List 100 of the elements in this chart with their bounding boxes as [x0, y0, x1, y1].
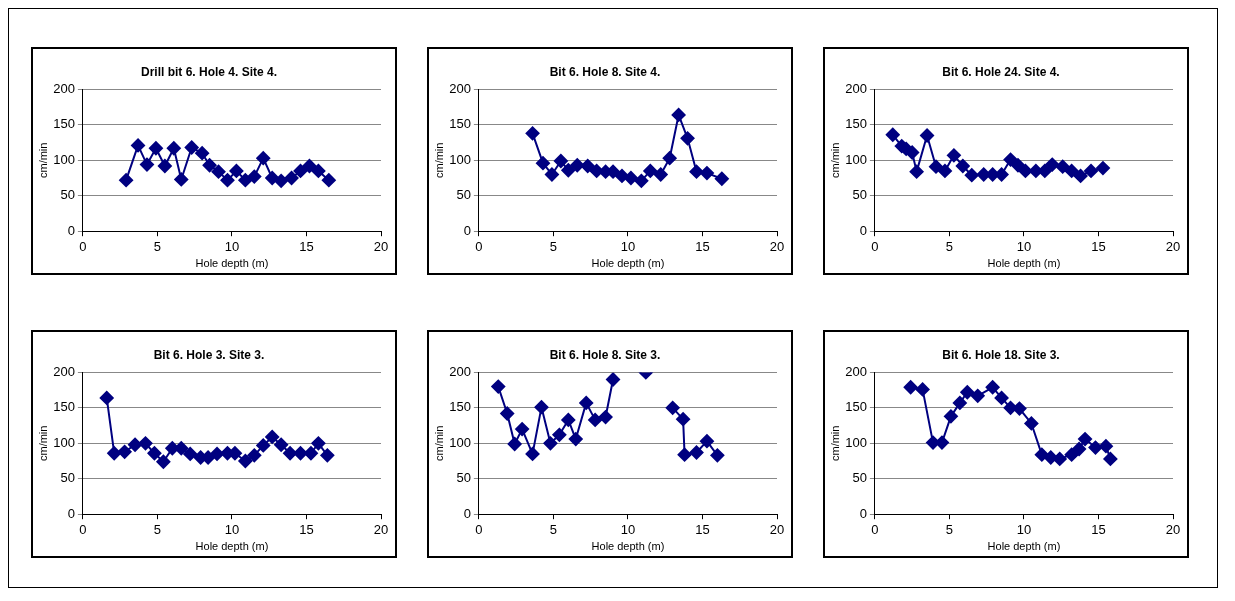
point — [903, 380, 918, 395]
x-tick-label: 15 — [695, 521, 710, 537]
point — [946, 148, 961, 163]
x-tick-label: 5 — [549, 521, 558, 537]
y-axis-title: cm/min — [36, 425, 49, 462]
x-axis-title: Hole depth (m) — [591, 257, 665, 270]
point — [1064, 447, 1079, 462]
x-tick-label: 5 — [945, 238, 954, 254]
point — [283, 446, 298, 461]
point — [570, 158, 585, 173]
point — [256, 151, 271, 166]
point — [561, 163, 576, 178]
y-tick-label: 50 — [456, 470, 471, 486]
y-tick-label: 100 — [449, 434, 471, 450]
point — [302, 158, 317, 173]
y-tick-label: 0 — [463, 222, 471, 238]
y-tick-label: 50 — [852, 187, 867, 203]
point — [166, 141, 181, 156]
point — [500, 406, 515, 421]
point — [943, 409, 958, 424]
point — [1012, 401, 1027, 416]
point — [157, 158, 172, 173]
y-tick-label: 0 — [859, 505, 867, 521]
point — [653, 167, 668, 182]
point — [994, 390, 1009, 405]
x-tick-label: 15 — [1091, 238, 1106, 254]
point — [905, 145, 920, 160]
point — [1052, 451, 1067, 466]
point — [606, 372, 621, 387]
y-tick-label: 200 — [449, 80, 471, 96]
y-tick-label: 100 — [53, 151, 75, 167]
point — [1095, 161, 1110, 176]
x-tick-label: 0 — [871, 238, 879, 254]
point — [247, 169, 262, 184]
x-tick-label: 0 — [475, 521, 483, 537]
x-tick-label: 0 — [79, 238, 87, 254]
point — [265, 171, 280, 186]
point — [202, 158, 217, 173]
point — [955, 158, 970, 173]
point — [714, 171, 729, 186]
point — [937, 163, 952, 178]
point — [119, 173, 134, 188]
y-axis-title: cm/min — [828, 425, 841, 462]
point — [634, 173, 649, 188]
y-tick-label: 200 — [53, 363, 75, 379]
chart-title: Bit 6. Hole 8. Site 3. — [549, 347, 661, 362]
point — [561, 412, 576, 427]
point — [274, 173, 289, 188]
point — [534, 400, 549, 415]
point — [284, 171, 299, 186]
x-tick-label: 0 — [79, 521, 87, 537]
y-tick-label: 100 — [845, 434, 867, 450]
y-tick-label: 150 — [53, 399, 75, 415]
point — [544, 167, 559, 182]
point — [623, 171, 638, 186]
chart-title: Bit 6. Hole 24. Site 4. — [942, 64, 1060, 79]
point — [662, 151, 677, 166]
chart-title: Drill bit 6. Hole 4. Site 4. — [140, 64, 278, 79]
y-tick-label: 200 — [53, 80, 75, 96]
point — [174, 172, 189, 187]
point — [1073, 168, 1088, 183]
y-tick-label: 0 — [67, 222, 75, 238]
x-tick-label: 5 — [945, 521, 954, 537]
y-tick-label: 150 — [845, 116, 867, 132]
point — [1003, 152, 1018, 167]
x-tick-label: 10 — [224, 521, 240, 537]
point — [183, 446, 198, 461]
point — [274, 437, 289, 452]
chart-title: Bit 6. Hole 3. Site 3. — [153, 347, 265, 362]
point — [1010, 158, 1025, 173]
point — [665, 400, 680, 415]
point — [515, 422, 530, 437]
x-tick-label: 15 — [299, 238, 314, 254]
x-tick-label: 5 — [549, 238, 558, 254]
point — [1098, 439, 1113, 454]
point — [238, 454, 253, 469]
point — [1045, 157, 1060, 172]
chart-title: Bit 6. Hole 8. Site 4. — [549, 64, 661, 79]
y-tick-label: 50 — [60, 187, 75, 203]
x-tick-label: 10 — [620, 238, 636, 254]
point — [195, 146, 210, 161]
x-axis-title: Hole depth (m) — [591, 540, 665, 553]
x-tick-label: 20 — [373, 521, 389, 537]
point — [184, 140, 199, 155]
point — [156, 454, 171, 469]
point — [952, 395, 967, 410]
point — [909, 164, 924, 179]
point — [920, 128, 935, 143]
x-tick-label: 20 — [769, 521, 785, 537]
point — [138, 436, 153, 451]
point — [579, 395, 594, 410]
x-tick-label: 0 — [475, 238, 483, 254]
point — [689, 445, 704, 460]
y-tick-label: 200 — [449, 363, 471, 379]
point — [139, 157, 154, 172]
point — [265, 429, 280, 444]
x-tick-label: 10 — [620, 521, 636, 537]
y-tick-label: 100 — [449, 151, 471, 167]
point — [580, 158, 595, 173]
point — [148, 141, 163, 156]
